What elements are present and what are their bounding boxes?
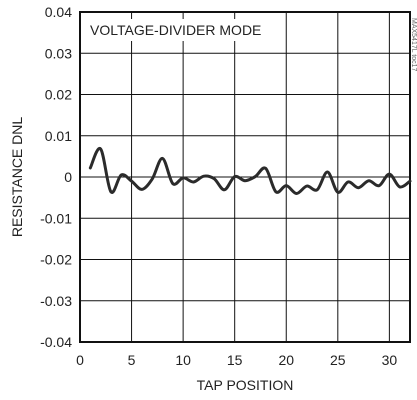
x-axis-title: TAP POSITION	[197, 377, 294, 393]
plot-frame	[79, 11, 411, 343]
x-tick-label: 5	[128, 352, 136, 368]
x-tick-label: 10	[175, 352, 191, 368]
y-tick-label: 0.02	[45, 87, 72, 103]
x-tick-label: 30	[382, 352, 398, 368]
y-tick-label: -0.01	[40, 210, 72, 226]
y-tick-labels: 0.04 0.03 0.02 0.01 0 -0.01 -0.02 -0.03 -0.04	[40, 4, 72, 350]
grid-lines	[80, 12, 410, 342]
series-group	[88, 146, 412, 195]
y-tick-label: 0.01	[45, 128, 72, 144]
x-tick-label: 15	[227, 352, 243, 368]
x-tick-label: 25	[330, 352, 346, 368]
y-axis-title: RESISTANCE DNL	[9, 117, 25, 238]
y-tick-label: 0	[64, 169, 72, 185]
y-tick-label: -0.03	[40, 293, 72, 309]
x-tick-labels: 0 5 10 15 20 25 30	[76, 352, 397, 368]
series-line	[88, 146, 412, 195]
annotation-background	[84, 19, 268, 41]
y-tick-label: -0.04	[40, 334, 72, 350]
y-tick-label: 0.04	[45, 4, 72, 20]
chart-side-note: MAX5417L toc17	[410, 18, 417, 72]
x-tick-label: 20	[278, 352, 294, 368]
y-tick-label: 0.03	[45, 45, 72, 61]
annotation-label: VOLTAGE-DIVIDER MODE	[90, 22, 261, 38]
x-tick-label: 0	[76, 352, 84, 368]
y-tick-label: -0.02	[40, 252, 72, 268]
